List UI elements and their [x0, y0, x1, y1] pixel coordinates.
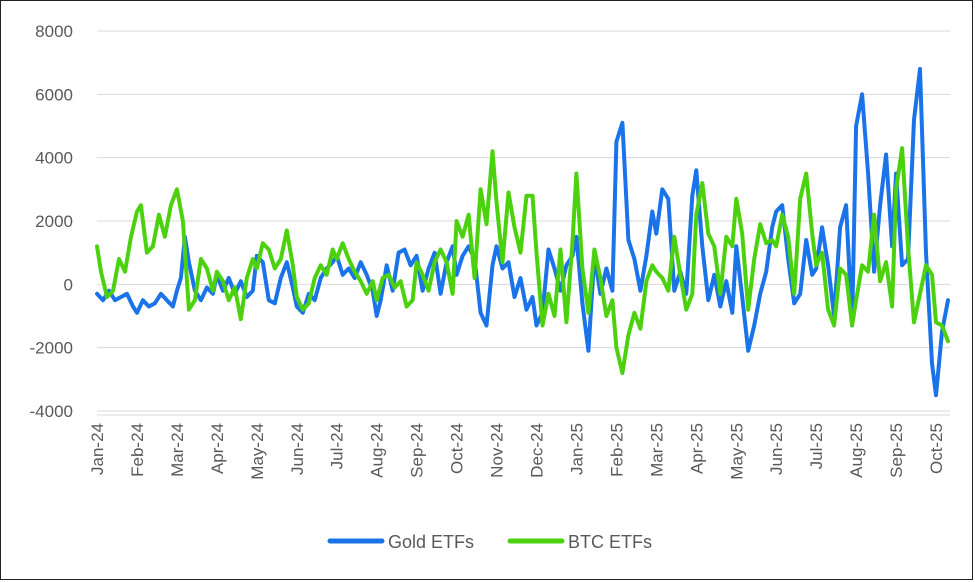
- legend-item-btc-etfs[interactable]: BTC ETFs: [507, 532, 652, 552]
- x-axis-tick-labels: Jan-24 Feb-24 Mar-24 Apr-24 May-24 Jun-24 Jul-…: [88, 423, 946, 480]
- x-tick-label: Jul-25: [807, 423, 826, 469]
- y-tick-label: 2000: [35, 212, 73, 231]
- y-tick-label: 6000: [35, 85, 73, 104]
- legend-label: Gold ETFs: [388, 532, 474, 552]
- gridlines: [97, 30, 950, 412]
- x-tick-label: Jan-24: [88, 423, 107, 475]
- x-tick-label: Feb-24: [128, 423, 147, 477]
- y-tick-label: -4000: [30, 402, 73, 421]
- x-tick-label: Feb-25: [607, 423, 626, 477]
- x-tick-label: Nov-24: [488, 423, 507, 478]
- x-tick-label: May-25: [727, 423, 746, 480]
- legend[interactable]: Gold ETFs BTC ETFs: [327, 532, 652, 552]
- x-tick-label: Sep-25: [887, 423, 906, 478]
- series-lines: [95, 67, 950, 398]
- y-tick-label: 4000: [35, 149, 73, 168]
- x-tick-label: Oct-25: [927, 423, 946, 474]
- legend-item-gold-etfs[interactable]: Gold ETFs: [327, 532, 474, 552]
- x-tick-label: Apr-24: [208, 423, 227, 474]
- y-tick-label: 8000: [35, 22, 73, 41]
- y-tick-label: -2000: [30, 339, 73, 358]
- x-tick-label: Aug-24: [368, 423, 387, 478]
- x-tick-label: Oct-24: [448, 423, 467, 474]
- x-tick-label: Mar-24: [168, 423, 187, 477]
- x-tick-label: Jun-24: [288, 423, 307, 475]
- y-axis-tick-labels: -4000 -2000 0 2000 4000 6000 8000: [30, 22, 73, 421]
- x-tick-label: May-24: [248, 423, 267, 480]
- x-tick-label: Mar-25: [647, 423, 666, 477]
- x-tick-label: Dec-24: [527, 423, 546, 478]
- series-line-btc-etfs: [95, 146, 950, 375]
- x-tick-label: Jul-24: [328, 423, 347, 469]
- y-tick-label: 0: [64, 275, 73, 294]
- x-tick-label: Aug-25: [847, 423, 866, 478]
- legend-label: BTC ETFs: [568, 532, 652, 552]
- x-tick-label: Jan-25: [567, 423, 586, 475]
- x-tick-label: Sep-24: [408, 423, 427, 478]
- x-tick-label: Apr-25: [687, 423, 706, 474]
- x-tick-label: Jun-25: [767, 423, 786, 475]
